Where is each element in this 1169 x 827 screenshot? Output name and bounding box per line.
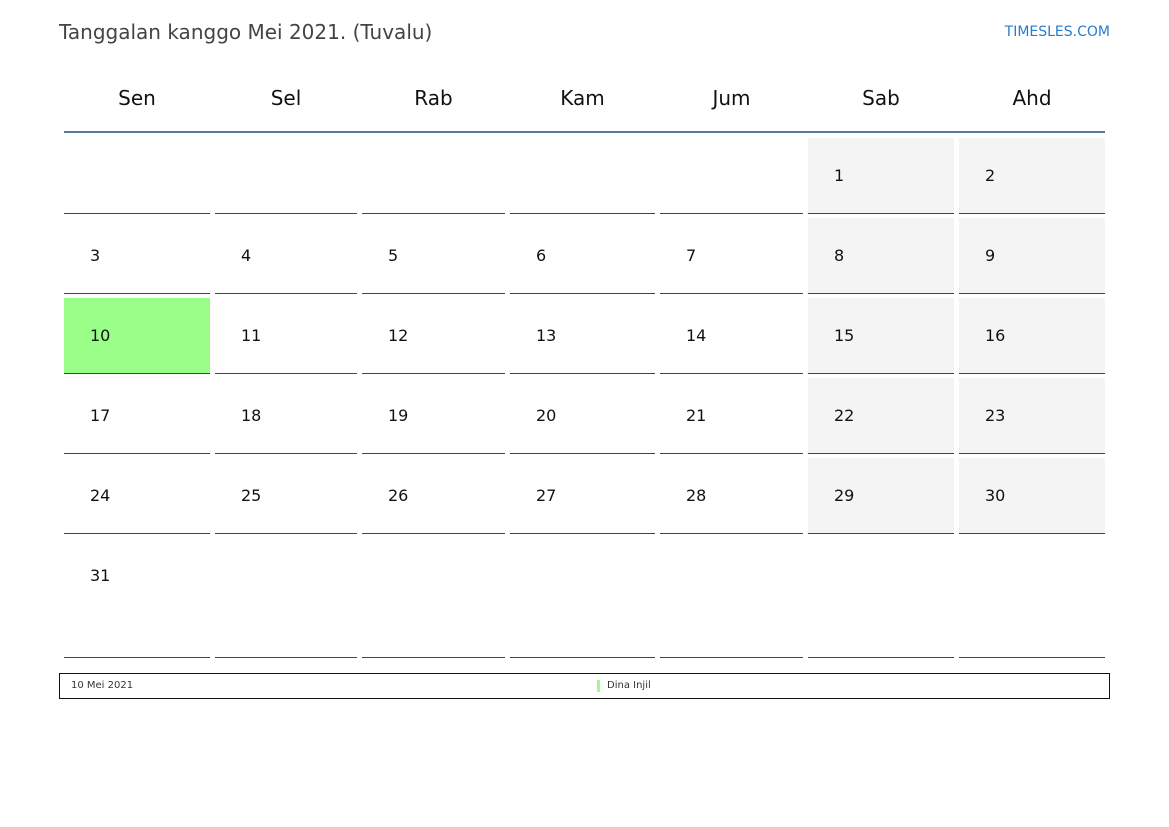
legend-date: 10 Mei 2021 — [71, 680, 134, 691]
weekday-header: Sab — [862, 86, 900, 110]
day-cell — [959, 538, 1105, 658]
day-cell[interactable]: 13 — [510, 298, 655, 374]
day-cell[interactable]: 25 — [215, 458, 357, 534]
day-cell[interactable]: 18 — [215, 378, 357, 454]
day-number: 13 — [536, 326, 557, 345]
holiday-legend: 10 Mei 2021 Dina Injil — [59, 673, 1110, 699]
day-cell[interactable]: 2 — [959, 138, 1105, 214]
day-number: 31 — [90, 566, 111, 585]
weekday-header: Ahd — [1012, 86, 1052, 110]
weekday-header: Sen — [118, 86, 156, 110]
day-number: 18 — [241, 406, 262, 425]
day-number: 28 — [686, 486, 707, 505]
day-number: 16 — [985, 326, 1006, 345]
day-number: 11 — [241, 326, 262, 345]
day-cell — [362, 138, 505, 214]
day-cell[interactable]: 3 — [64, 218, 210, 294]
day-cell — [510, 538, 655, 658]
day-cell[interactable]: 10 — [64, 298, 210, 374]
day-number: 26 — [388, 486, 409, 505]
day-cell — [510, 138, 655, 214]
day-cell — [660, 538, 803, 658]
day-number: 24 — [90, 486, 111, 505]
day-cell[interactable]: 20 — [510, 378, 655, 454]
day-cell — [362, 538, 505, 658]
day-number: 10 — [90, 326, 111, 345]
day-cell — [215, 538, 357, 658]
day-cell[interactable]: 15 — [808, 298, 954, 374]
day-cell — [660, 138, 803, 214]
day-cell[interactable]: 6 — [510, 218, 655, 294]
day-cell[interactable]: 22 — [808, 378, 954, 454]
day-cell[interactable]: 24 — [64, 458, 210, 534]
day-cell[interactable]: 27 — [510, 458, 655, 534]
day-cell[interactable]: 17 — [64, 378, 210, 454]
day-number: 5 — [388, 246, 399, 265]
weekday-header: Jum — [712, 86, 751, 110]
day-number: 30 — [985, 486, 1006, 505]
day-cell — [808, 538, 954, 658]
day-cell[interactable]: 19 — [362, 378, 505, 454]
day-number: 4 — [241, 246, 252, 265]
day-cell[interactable]: 29 — [808, 458, 954, 534]
legend-holiday-name: Dina Injil — [597, 680, 651, 692]
day-cell[interactable]: 21 — [660, 378, 803, 454]
day-number: 3 — [90, 246, 101, 265]
weekday-header: Rab — [414, 86, 453, 110]
day-cell[interactable]: 8 — [808, 218, 954, 294]
day-cell[interactable]: 12 — [362, 298, 505, 374]
day-cell[interactable]: 1 — [808, 138, 954, 214]
day-number: 9 — [985, 246, 996, 265]
page-title: Tanggalan kanggo Mei 2021. (Tuvalu) — [59, 20, 433, 44]
day-number: 12 — [388, 326, 409, 345]
brand-link[interactable]: TIMESLES.COM — [1004, 24, 1110, 40]
day-number: 7 — [686, 246, 697, 265]
day-cell[interactable]: 28 — [660, 458, 803, 534]
day-cell[interactable]: 16 — [959, 298, 1105, 374]
day-number: 2 — [985, 166, 996, 185]
day-cell — [215, 138, 357, 214]
day-cell[interactable]: 14 — [660, 298, 803, 374]
header-divider — [64, 131, 1105, 133]
day-number: 17 — [90, 406, 111, 425]
day-cell[interactable]: 5 — [362, 218, 505, 294]
day-number: 21 — [686, 406, 707, 425]
day-cell[interactable]: 23 — [959, 378, 1105, 454]
day-number: 23 — [985, 406, 1006, 425]
day-cell[interactable]: 9 — [959, 218, 1105, 294]
day-number: 27 — [536, 486, 557, 505]
weekday-header: Sel — [270, 86, 302, 110]
day-cell — [64, 138, 210, 214]
day-cell[interactable]: 26 — [362, 458, 505, 534]
day-number: 8 — [834, 246, 845, 265]
weekday-header: Kam — [560, 86, 605, 110]
day-number: 25 — [241, 486, 262, 505]
day-cell[interactable]: 11 — [215, 298, 357, 374]
day-cell[interactable]: 4 — [215, 218, 357, 294]
day-cell[interactable]: 31 — [64, 538, 210, 658]
day-number: 6 — [536, 246, 547, 265]
day-cell[interactable]: 7 — [660, 218, 803, 294]
day-number: 20 — [536, 406, 557, 425]
day-number: 29 — [834, 486, 855, 505]
day-cell[interactable]: 30 — [959, 458, 1105, 534]
day-number: 22 — [834, 406, 855, 425]
day-number: 15 — [834, 326, 855, 345]
day-number: 19 — [388, 406, 409, 425]
day-number: 14 — [686, 326, 707, 345]
day-number: 1 — [834, 166, 845, 185]
